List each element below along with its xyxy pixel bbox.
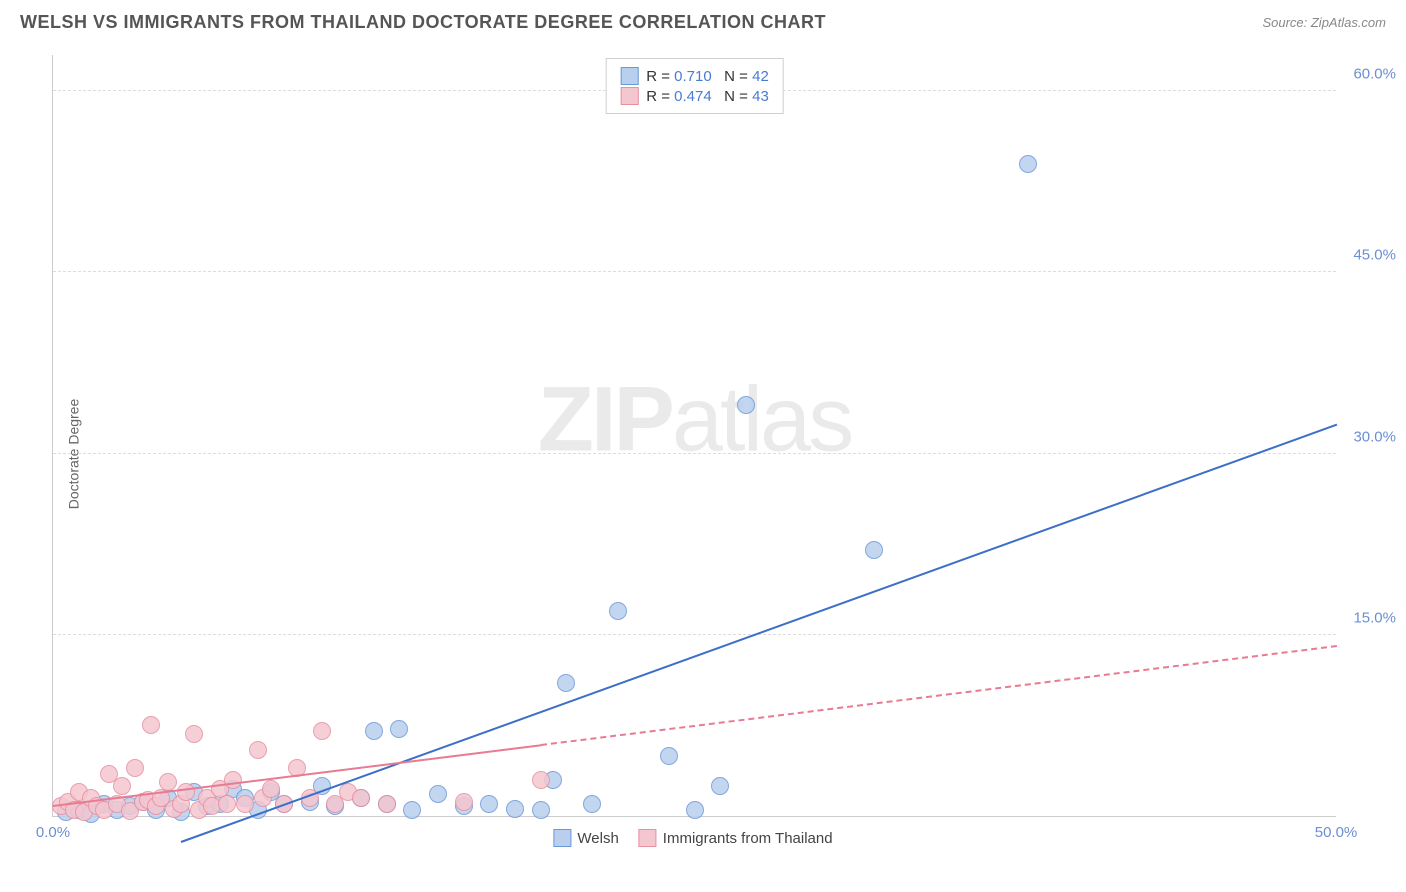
scatter-point bbox=[583, 795, 601, 813]
legend-stats: R = 0.710 N = 42 bbox=[646, 68, 769, 85]
y-tick-label: 45.0% bbox=[1353, 247, 1396, 264]
plot-area: ZIPatlas R = 0.710 N = 42 R = 0.474 N = 4… bbox=[52, 55, 1336, 817]
scatter-point bbox=[686, 801, 704, 819]
gridline bbox=[53, 634, 1336, 635]
source-attribution: Source: ZipAtlas.com bbox=[1262, 14, 1386, 32]
scatter-point bbox=[218, 795, 236, 813]
scatter-point bbox=[506, 800, 524, 818]
x-tick-label: 0.0% bbox=[36, 824, 70, 841]
scatter-point bbox=[609, 602, 627, 620]
scatter-point bbox=[126, 759, 144, 777]
legend-label: Welsh bbox=[577, 830, 618, 847]
chart-container: Doctorate Degree ZIPatlas R = 0.710 N = … bbox=[50, 55, 1336, 852]
scatter-point bbox=[455, 793, 473, 811]
scatter-point bbox=[313, 722, 331, 740]
scatter-point bbox=[177, 783, 195, 801]
source-label: Source: bbox=[1262, 15, 1310, 30]
scatter-point bbox=[403, 801, 421, 819]
gridline bbox=[53, 271, 1336, 272]
legend-stats: R = 0.474 N = 43 bbox=[646, 88, 769, 105]
scatter-point bbox=[557, 674, 575, 692]
y-tick-label: 30.0% bbox=[1353, 428, 1396, 445]
y-tick-label: 60.0% bbox=[1353, 66, 1396, 83]
watermark: ZIPatlas bbox=[538, 368, 851, 473]
source-name: ZipAtlas.com bbox=[1311, 15, 1386, 30]
scatter-point bbox=[378, 795, 396, 813]
scatter-point bbox=[429, 785, 447, 803]
x-tick-label: 50.0% bbox=[1315, 824, 1358, 841]
scatter-point bbox=[711, 777, 729, 795]
legend-label: Immigrants from Thailand bbox=[663, 830, 833, 847]
scatter-point bbox=[737, 396, 755, 414]
y-tick-label: 15.0% bbox=[1353, 609, 1396, 626]
scatter-point bbox=[159, 773, 177, 791]
scatter-point bbox=[660, 747, 678, 765]
scatter-point bbox=[365, 722, 383, 740]
scatter-point bbox=[185, 725, 203, 743]
series-legend: Welsh Immigrants from Thailand bbox=[553, 829, 832, 847]
scatter-point bbox=[142, 716, 160, 734]
chart-title: WELSH VS IMMIGRANTS FROM THAILAND DOCTOR… bbox=[20, 12, 826, 33]
legend-item: Immigrants from Thailand bbox=[639, 829, 833, 847]
scatter-point bbox=[262, 780, 280, 798]
scatter-point bbox=[532, 771, 550, 789]
legend-item: Welsh bbox=[553, 829, 618, 847]
scatter-point bbox=[865, 541, 883, 559]
scatter-point bbox=[113, 777, 131, 795]
scatter-point bbox=[352, 789, 370, 807]
scatter-point bbox=[532, 801, 550, 819]
scatter-point bbox=[480, 795, 498, 813]
scatter-point bbox=[224, 771, 242, 789]
legend-swatch bbox=[620, 67, 638, 85]
scatter-point bbox=[236, 795, 254, 813]
legend-row: R = 0.710 N = 42 bbox=[620, 67, 769, 85]
correlation-legend: R = 0.710 N = 42 R = 0.474 N = 43 bbox=[605, 58, 784, 114]
scatter-point bbox=[249, 741, 267, 759]
legend-row: R = 0.474 N = 43 bbox=[620, 87, 769, 105]
scatter-point bbox=[1019, 155, 1037, 173]
legend-swatch bbox=[639, 829, 657, 847]
legend-swatch bbox=[553, 829, 571, 847]
scatter-point bbox=[390, 720, 408, 738]
gridline bbox=[53, 453, 1336, 454]
legend-swatch bbox=[620, 87, 638, 105]
trend-line bbox=[541, 645, 1337, 746]
